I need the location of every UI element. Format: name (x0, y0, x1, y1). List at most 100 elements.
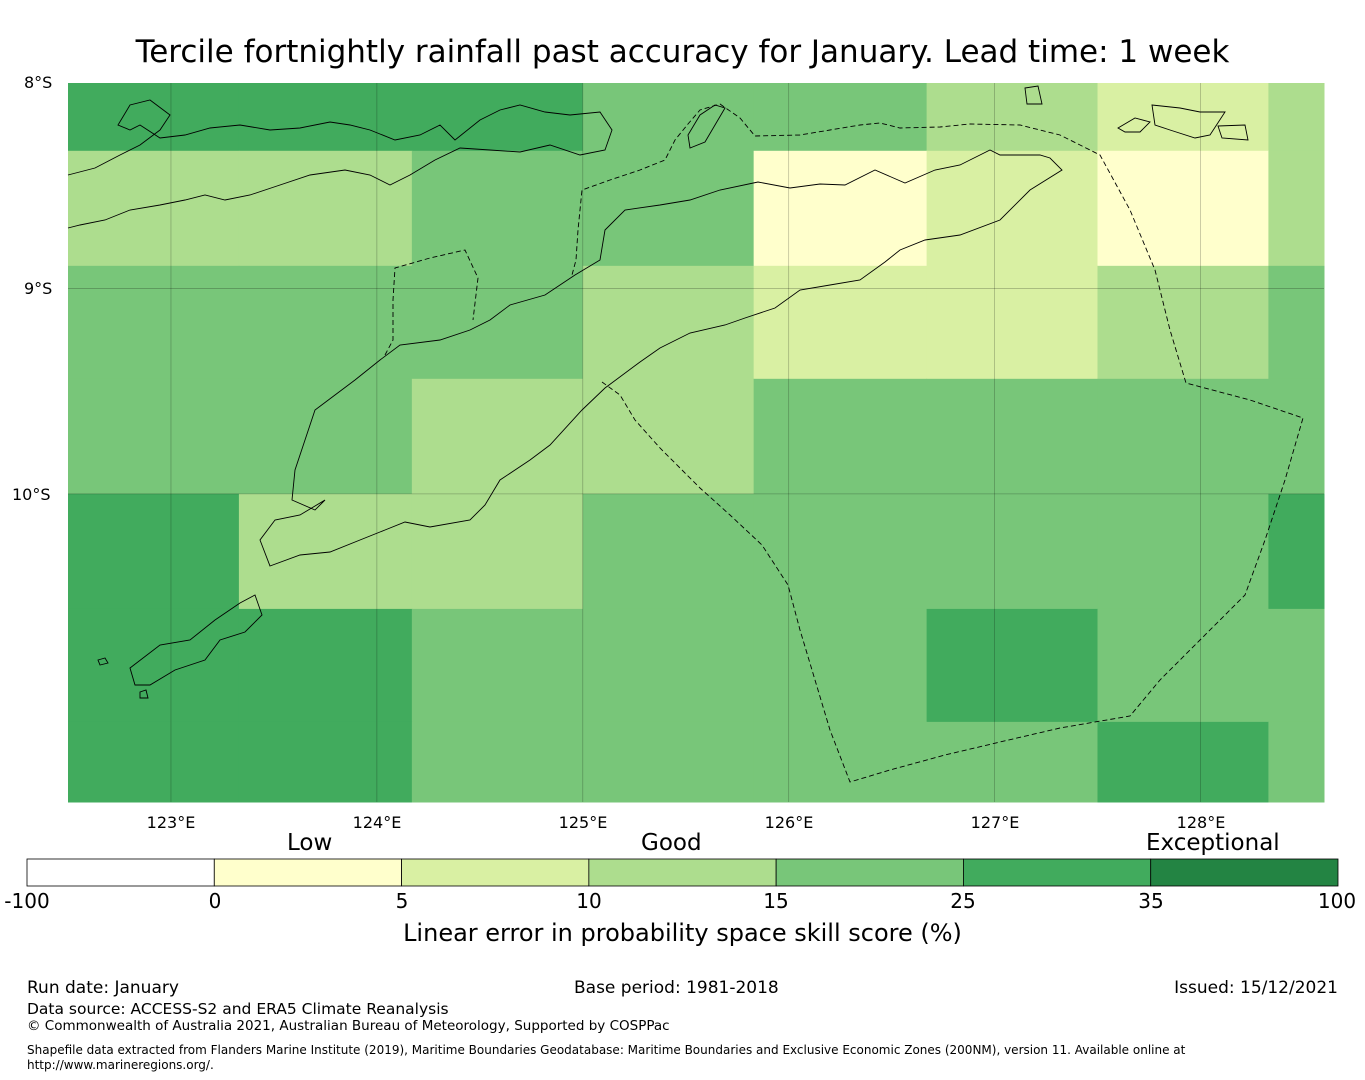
skill-cell (411, 378, 584, 495)
colorbar-tick: 5 (395, 889, 409, 913)
skill-cell (1268, 150, 1325, 267)
lon-label: 123°E (146, 813, 196, 832)
lat-label: 9°S (24, 279, 53, 298)
shapefile-url: http://www.marineregions.org/. (27, 1058, 214, 1072)
skill-cell (68, 608, 240, 723)
skill-cell (1268, 378, 1325, 495)
colorbar-label: Linear error in probability space skill … (403, 919, 962, 947)
skill-cell (238, 265, 413, 380)
skill-cell (1097, 378, 1269, 495)
skill-cell (411, 608, 584, 723)
base-period: Base period: 1981-2018 (574, 978, 779, 998)
skill-cell (238, 493, 413, 610)
skill-cell (753, 83, 928, 152)
skill-cell (582, 721, 755, 803)
skill-cell (582, 265, 755, 380)
skill-cell (753, 721, 928, 803)
lon-label: 125°E (558, 813, 608, 832)
map-title: Tercile fortnightly rainfall past accura… (135, 34, 1230, 70)
skill-cell (1268, 493, 1325, 610)
skill-cell (411, 83, 584, 152)
colorbar-tick: 25 (950, 889, 976, 913)
skill-grid (68, 83, 1325, 803)
graticule (68, 83, 1324, 802)
skill-cell (753, 608, 928, 723)
islet-coastline (1024, 85, 1043, 105)
islet-coastline (1217, 124, 1249, 141)
rote-coastline (129, 594, 263, 686)
skill-cell (411, 721, 584, 803)
skill-cell (926, 493, 1099, 610)
colorbar-tick: -100 (4, 889, 50, 913)
skill-cell (1097, 83, 1269, 152)
babar-coastline (1151, 104, 1226, 139)
skill-cell (926, 608, 1099, 723)
skill-cell (68, 83, 240, 152)
colorbar-tick: 15 (763, 889, 789, 913)
islet-coastline (97, 657, 109, 666)
skill-cell (1268, 83, 1325, 152)
skill-cell (238, 721, 413, 803)
skill-cell (926, 721, 1099, 803)
colorbar-tick: 10 (576, 889, 602, 913)
babar-coastline (1117, 117, 1151, 133)
skill-cell (926, 265, 1099, 380)
skill-cell (753, 150, 928, 267)
skill-cell (582, 493, 755, 610)
skill-cell (411, 493, 584, 610)
skill-cell (582, 83, 755, 152)
islet-coastline (139, 689, 149, 699)
lat-label: 10°S (12, 485, 51, 504)
colorbar-tick: 100 (1317, 889, 1357, 913)
skill-cell (1097, 608, 1269, 723)
skill-cell (1097, 150, 1269, 267)
skill-cell (1097, 493, 1269, 610)
lon-label: 127°E (970, 813, 1020, 832)
colorbar-tick: 35 (1138, 889, 1164, 913)
colorbar-tick: 0 (208, 889, 222, 913)
issued-date: Issued: 15/12/2021 (1174, 978, 1338, 998)
skill-cell (68, 493, 240, 610)
skill-cell (1268, 265, 1325, 380)
skill-cell (753, 378, 928, 495)
skill-cell (411, 150, 584, 267)
skill-cell (926, 150, 1099, 267)
alor-coastline (67, 99, 613, 229)
skill-cell (68, 150, 240, 267)
shapefile-credit: Shapefile data extracted from Flanders M… (27, 1043, 1186, 1057)
skill-cell (753, 265, 928, 380)
category-good: Good (641, 830, 702, 856)
category-exceptional: Exceptional (1146, 830, 1280, 856)
skill-cell (753, 493, 928, 610)
skill-cell (411, 265, 584, 380)
skill-cell (1268, 608, 1325, 723)
skill-cell (582, 150, 755, 267)
skill-cell (68, 721, 240, 803)
coastline (67, 85, 1304, 783)
skill-cell (926, 83, 1099, 152)
skill-cell (1097, 721, 1269, 803)
skill-cell (238, 608, 413, 723)
data-source: Data source: ACCESS-S2 and ERA5 Climate … (27, 1000, 449, 1018)
skill-cell (238, 150, 413, 267)
run-date: Run date: January (27, 978, 179, 998)
skill-cell (68, 378, 240, 495)
timor-coastline (259, 149, 1063, 567)
wetar-coastline (687, 104, 726, 149)
skill-cell (926, 378, 1099, 495)
skill-cell (238, 378, 413, 495)
lon-label: 124°E (352, 813, 402, 832)
skill-cell (582, 378, 755, 495)
skill-cell (238, 83, 413, 152)
skill-cell (68, 265, 240, 380)
lat-label: 8°S (24, 73, 53, 92)
lon-label: 126°E (764, 813, 814, 832)
skill-cell (1097, 265, 1269, 380)
skill-cell (1268, 721, 1325, 803)
lon-label: 128°E (1176, 813, 1226, 832)
skill-cell (582, 608, 755, 723)
oecusse-boundary (384, 249, 479, 356)
copyright: © Commonwealth of Australia 2021, Austra… (27, 1018, 670, 1034)
category-low: Low (287, 830, 333, 856)
